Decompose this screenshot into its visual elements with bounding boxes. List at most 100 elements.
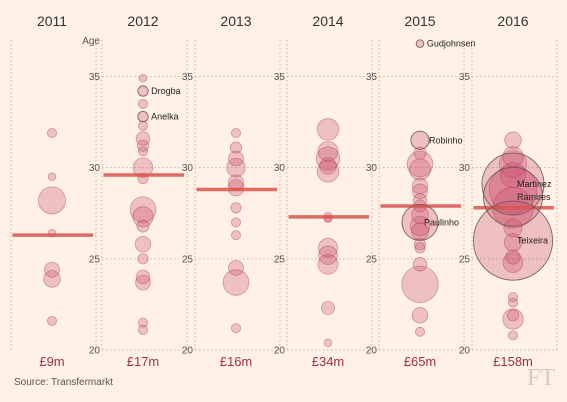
- y-tick-label: 30: [274, 163, 286, 174]
- player-bubble: [316, 160, 340, 183]
- player-bubble: [132, 157, 154, 178]
- y-tick-label: 35: [182, 72, 194, 83]
- player-bubble: [411, 177, 429, 195]
- player-bubble: [138, 98, 148, 109]
- y-tick-label: 25: [366, 254, 378, 265]
- player-bubble: [323, 338, 333, 347]
- annotation-ring: [472, 200, 554, 281]
- year-label: 2012: [127, 13, 158, 29]
- player-bubble: [319, 157, 337, 175]
- player-bubble: [230, 202, 242, 214]
- player-bubble: [129, 196, 157, 223]
- ft-logo: FT: [526, 365, 555, 391]
- y-axis-label: Age: [82, 36, 100, 47]
- player-bubble: [413, 146, 427, 160]
- player-bubble: [408, 158, 432, 181]
- player-bubble: [506, 309, 520, 322]
- player-bubble: [231, 217, 241, 228]
- y-tick-label: 20: [182, 346, 194, 357]
- player-bubble: [412, 183, 428, 200]
- y-tick-label: 25: [182, 254, 194, 265]
- annotation-ring: [401, 203, 439, 241]
- spend-label: £16m: [220, 354, 253, 369]
- player-bubble: [500, 162, 526, 188]
- player-bubble: [503, 233, 523, 252]
- y-tick-label: 35: [274, 72, 286, 83]
- player-bubble: [317, 253, 339, 275]
- player-bubble: [316, 118, 340, 141]
- annotation-ring: [483, 166, 543, 227]
- player-bubble: [317, 140, 339, 162]
- player-bubble: [135, 131, 151, 146]
- player-bubble: [411, 307, 429, 324]
- player-bubble: [227, 179, 245, 197]
- player-bubble: [138, 324, 148, 335]
- player-bubble: [488, 165, 538, 214]
- player-bubble: [38, 186, 67, 215]
- player-annotation: Teixeira: [517, 236, 548, 246]
- y-tick-label: 25: [459, 254, 471, 265]
- player-annotation: Anelka: [151, 112, 179, 122]
- player-bubble: [134, 236, 152, 253]
- player-bubble: [508, 330, 518, 341]
- player-bubble: [231, 128, 241, 138]
- y-tick-label: 20: [89, 346, 101, 357]
- player-annotation: Robinho: [429, 135, 463, 145]
- player-bubble: [136, 219, 150, 233]
- annotation-ring: [137, 85, 149, 97]
- player-bubble: [318, 245, 338, 265]
- player-bubble: [412, 257, 428, 272]
- player-bubble: [222, 269, 250, 296]
- player-bubble: [137, 253, 149, 265]
- player-annotation: Paulinho: [424, 217, 459, 227]
- spend-label: £65m: [404, 354, 437, 369]
- player-bubble: [505, 249, 521, 265]
- annotation-ring: [481, 152, 545, 216]
- player-bubble: [135, 274, 151, 291]
- column-2015: 20 25 30 35 Gudjohnsen Robinho Paulinho 2015 £65…: [366, 13, 476, 369]
- player-bubble: [138, 146, 148, 157]
- player-bubble: [138, 120, 148, 131]
- player-bubble: [498, 149, 527, 178]
- y-tick-label: 35: [89, 72, 101, 83]
- year-label: 2013: [220, 13, 251, 29]
- y-tick-label: 20: [274, 346, 286, 357]
- player-bubble: [135, 269, 151, 285]
- player-annotation: Ramires: [517, 192, 551, 202]
- annotation-ring: [410, 130, 430, 150]
- y-tick-label: 35: [459, 72, 471, 83]
- player-bubble: [47, 172, 57, 181]
- spend-label: £158m: [493, 354, 533, 369]
- year-label: 2015: [404, 13, 435, 29]
- y-tick-label: 30: [89, 163, 101, 174]
- player-bubble: [508, 292, 518, 303]
- source-note: Source: Transfermarkt: [14, 377, 113, 388]
- player-bubble: [503, 218, 523, 238]
- player-bubble: [132, 206, 154, 228]
- annotation-ring: [415, 39, 425, 48]
- player-bubble: [43, 270, 61, 288]
- column-2014: 20 25 30 35 2014 £34m: [274, 13, 373, 369]
- player-bubble: [47, 315, 57, 326]
- y-tick-label: 25: [89, 254, 101, 265]
- y-tick-label: 30: [459, 163, 471, 174]
- player-bubble: [504, 131, 522, 150]
- player-bubble: [315, 146, 341, 171]
- player-bubble: [401, 265, 439, 303]
- player-bubble: [229, 141, 243, 154]
- player-bubble: [47, 128, 57, 138]
- player-annotation: Drogba: [151, 86, 181, 96]
- y-tick-label: 20: [459, 346, 471, 357]
- spend-label: £17m: [127, 354, 160, 369]
- player-bubble: [44, 261, 60, 278]
- spend-label: £34m: [312, 354, 345, 369]
- y-tick-label: 20: [366, 346, 378, 357]
- y-tick-label: 30: [182, 163, 194, 174]
- column-2013: 20 25 30 35 2013 £16m: [182, 13, 281, 369]
- player-bubble: [318, 237, 338, 258]
- player-bubble: [502, 146, 524, 168]
- player-bubble: [231, 323, 241, 334]
- year-label: 2011: [37, 13, 67, 29]
- player-bubble: [321, 301, 335, 315]
